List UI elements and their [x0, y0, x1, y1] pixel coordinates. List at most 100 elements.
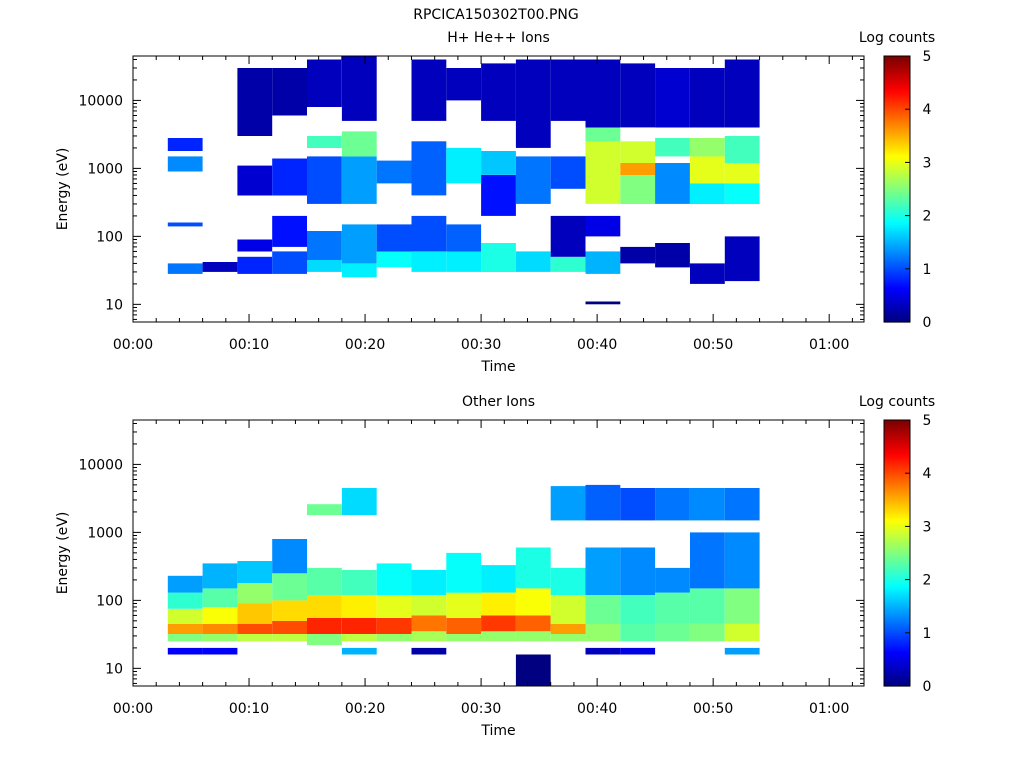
- colorbar-band: [884, 224, 910, 227]
- colorbar-band: [884, 626, 910, 629]
- colorbar-band: [884, 572, 910, 575]
- colorbar-band: [884, 584, 910, 587]
- heatmap-cell: [411, 59, 447, 121]
- colorbar-band: [884, 266, 910, 269]
- colorbar-band: [884, 460, 910, 463]
- colorbar-band: [884, 206, 910, 209]
- colorbar-band: [884, 140, 910, 143]
- heatmap-cell: [272, 251, 307, 274]
- colorbar-band: [884, 248, 910, 251]
- colorbar-band: [884, 112, 910, 115]
- heatmap-cell: [237, 68, 273, 136]
- colorbar-band: [884, 546, 910, 549]
- heatmap-cell: [585, 59, 621, 128]
- colorbar-band: [884, 104, 910, 107]
- colorbar-band: [884, 60, 910, 63]
- heatmap-cell: [550, 567, 586, 595]
- colorbar-band: [884, 594, 910, 597]
- colorbar-band: [884, 94, 910, 97]
- y-tick-label: 10: [105, 297, 123, 313]
- colorbar: 0 1 2 3 4 5 Log counts: [859, 30, 935, 331]
- heatmap-cell: [237, 256, 273, 274]
- heatmap-cell: [341, 224, 377, 264]
- colorbar-band: [884, 676, 910, 679]
- heatmap-cell: [341, 634, 377, 642]
- colorbar-band: [884, 256, 910, 259]
- colorbar-band: [884, 310, 910, 313]
- heatmap-cell: [515, 156, 551, 204]
- heatmap-cell: [446, 68, 482, 101]
- colorbar-tick-label: 1: [923, 262, 932, 278]
- colorbar-band: [884, 548, 910, 551]
- colorbar-band: [884, 100, 910, 103]
- colorbar-band: [884, 634, 910, 637]
- colorbar-band: [884, 508, 910, 511]
- colorbar-band: [884, 184, 910, 187]
- heatmap-cell: [620, 547, 656, 595]
- colorbar-band: [884, 56, 910, 59]
- colorbar-band: [884, 488, 910, 491]
- colorbar-band: [884, 244, 910, 247]
- colorbar-band: [884, 196, 910, 199]
- colorbar-band: [884, 114, 910, 117]
- colorbar-band: [884, 474, 910, 477]
- colorbar-band: [884, 86, 910, 89]
- colorbar-band: [884, 290, 910, 293]
- colorbar-band: [884, 254, 910, 257]
- colorbar-band: [884, 122, 910, 125]
- heatmap-cell: [550, 59, 586, 121]
- heatmap-cell: [481, 63, 516, 121]
- colorbar-band: [884, 84, 910, 87]
- colorbar-band: [884, 192, 910, 195]
- heatmap-cell: [341, 56, 377, 121]
- colorbar-band: [884, 512, 910, 515]
- colorbar-band: [884, 312, 910, 315]
- heatmap-cell: [724, 532, 760, 589]
- colorbar-band: [884, 596, 910, 599]
- colorbar-band: [884, 492, 910, 495]
- heatmap-cell: [307, 595, 342, 618]
- colorbar-band: [884, 108, 910, 111]
- colorbar-band: [884, 496, 910, 499]
- heatmap-cell: [446, 251, 482, 272]
- heatmap-cell: [272, 620, 307, 634]
- heatmap-cell: [341, 647, 377, 655]
- colorbar-band: [884, 598, 910, 601]
- colorbar-band: [884, 218, 910, 221]
- colorbar-band: [884, 316, 910, 319]
- colorbar-band: [884, 580, 910, 583]
- heatmap-cell: [515, 59, 551, 148]
- colorbar: 0 1 2 3 4 5 Log counts: [859, 394, 935, 695]
- heatmap-cell: [376, 563, 412, 595]
- colorbar-band: [884, 296, 910, 299]
- colorbar-band: [884, 526, 910, 529]
- colorbar-band: [884, 520, 910, 523]
- colorbar-band: [884, 540, 910, 543]
- heatmap-cell: [515, 251, 551, 272]
- heatmap-cell: [237, 634, 273, 642]
- colorbar-band: [884, 476, 910, 479]
- heatmap-cell: [515, 588, 551, 616]
- heatmap-cell: [655, 68, 690, 128]
- colorbar-band: [884, 430, 910, 433]
- colorbar-band: [884, 232, 910, 235]
- heatmap-cell: [272, 634, 307, 642]
- colorbar-band: [884, 466, 910, 469]
- colorbar-band: [884, 494, 910, 497]
- heatmap-cell: [550, 256, 586, 272]
- heatmap-cell: [446, 224, 482, 252]
- colorbar-label: Log counts: [859, 30, 935, 46]
- heatmap-cell: [272, 573, 307, 601]
- colorbar-band: [884, 582, 910, 585]
- heatmap-cell: [202, 588, 238, 607]
- colorbar-band: [884, 194, 910, 197]
- colorbar-band: [884, 642, 910, 645]
- heatmap-cell: [167, 575, 203, 593]
- colorbar-band: [884, 160, 910, 163]
- colorbar-band: [884, 588, 910, 591]
- colorbar-band: [884, 186, 910, 189]
- colorbar-band: [884, 432, 910, 435]
- colorbar-band: [884, 498, 910, 501]
- colorbar-band: [884, 190, 910, 193]
